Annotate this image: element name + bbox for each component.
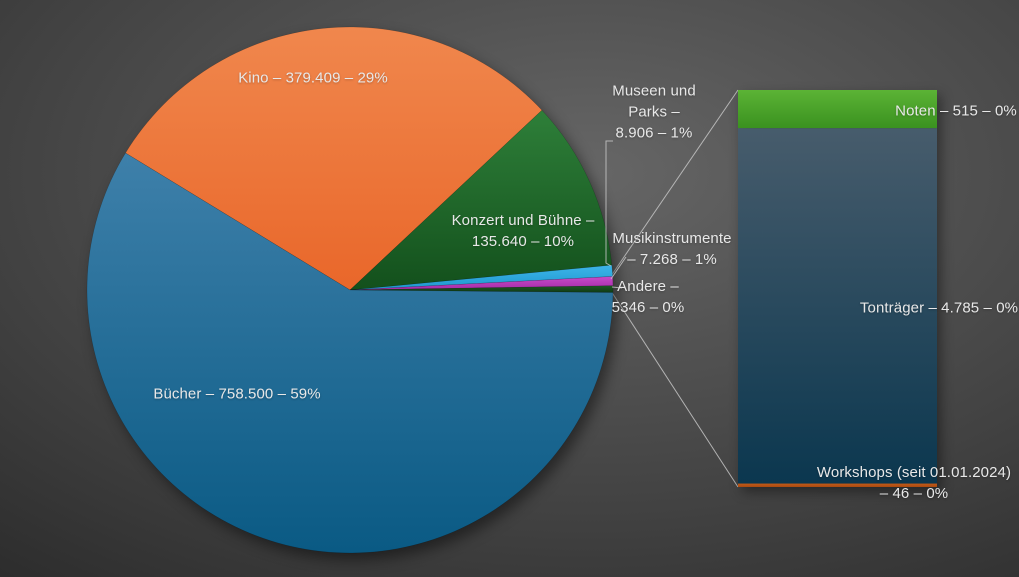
pie-slice-andere[interactable] [349, 285, 614, 293]
data-label-line: Museen und [612, 82, 696, 100]
data-label-andere: Andere – 5346 – 0% [612, 276, 685, 318]
data-label-musik: Musikinstrumente – 7.268 – 1% [612, 228, 731, 270]
data-label-buecher: Bücher – 758.500 – 59% [153, 384, 320, 405]
data-label-line: Parks – [628, 103, 680, 121]
leader-line-museen [605, 140, 613, 267]
bar-segment-tontraeger[interactable] [738, 128, 937, 484]
connector-lines [610, 89, 739, 488]
breakout-bar-plot [738, 90, 937, 487]
data-label-noten: Noten – 515 – 0% [895, 101, 1017, 122]
data-label-workshops: Workshops (seit 01.01.2024) – 46 – 0% [817, 462, 1011, 504]
series-connector-line-bottom [610, 290, 739, 488]
data-label-line: Andere – [617, 278, 679, 295]
data-label-line: Noten – 515 – 0% [895, 102, 1017, 120]
data-label-line: Musikinstrumente [612, 230, 732, 247]
data-label-line: Kino – 379.409 – 29% [238, 69, 388, 87]
pie-slice-kino[interactable] [125, 26, 543, 291]
data-label-line: Workshops (seit 01.01.2024) [816, 464, 1012, 481]
data-label-line: 8.906 – 1% [615, 124, 693, 142]
data-label-konzert: Konzert und Bühne – 135.640 – 10% [452, 210, 595, 252]
data-label-tontraeger: Tonträger – 4.785 – 0% [860, 298, 1018, 319]
data-label-line: Tonträger – 4.785 – 0% [859, 299, 1019, 317]
data-label-line: – 7.268 – 1% [627, 251, 717, 268]
label-leader-lines [605, 140, 627, 289]
data-label-museen: Museen und Parks – 8.906 – 1% [612, 81, 696, 144]
data-label-line: Bücher – 758.500 – 59% [153, 385, 321, 403]
pie-plot [86, 26, 614, 554]
data-label-line: Konzert und Bühne – [451, 212, 595, 229]
data-label-kino: Kino – 379.409 – 29% [238, 68, 388, 89]
bar-segment-workshops[interactable] [738, 483, 937, 487]
leader-line-andere [611, 286, 623, 289]
leader-line-musik [610, 256, 627, 280]
series-connector-line-top [610, 89, 739, 277]
bar-segment-noten[interactable] [738, 90, 937, 129]
data-label-line: 135.640 – 10% [471, 233, 575, 250]
pie-slice-konzert[interactable] [349, 109, 613, 291]
pie-slice-buecher[interactable] [86, 152, 614, 554]
data-label-line: 5346 – 0% [611, 299, 685, 316]
data-label-line: – 46 – 0% [879, 485, 949, 502]
